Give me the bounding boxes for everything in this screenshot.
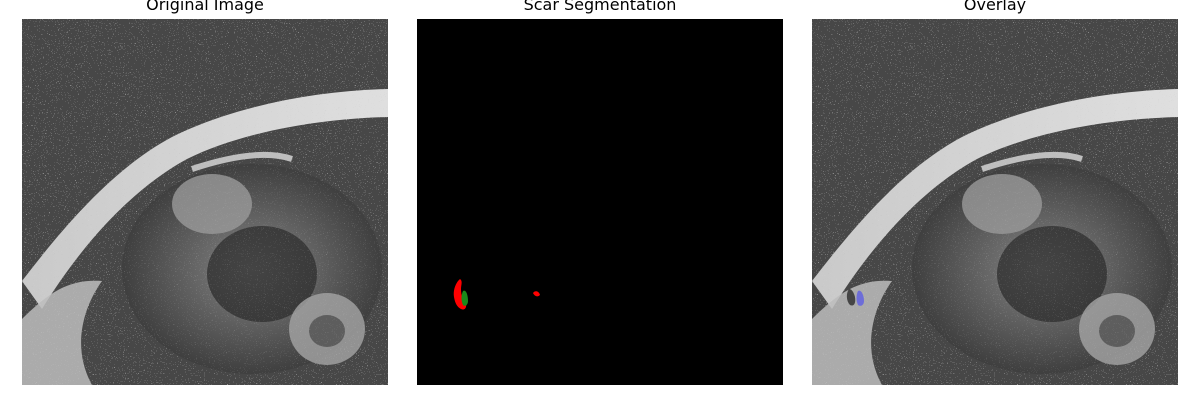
panel-title-overlay: Overlay: [963, 0, 1027, 14]
overlay-scar-blue: [856, 290, 864, 306]
panel-original: Original Image: [22, 0, 388, 385]
panel-title-original: Original Image: [146, 0, 264, 14]
mri-overlay-image: [812, 19, 1178, 385]
scar-region-red-2: [533, 291, 540, 297]
panel-segmentation: Scar Segmentation: [417, 0, 783, 385]
panel-title-segmentation: Scar Segmentation: [523, 0, 677, 14]
scar-segmentation-mask: [417, 19, 783, 385]
panel-overlay: Overlay: [812, 0, 1178, 385]
scar-region-green: [461, 290, 468, 306]
mri-original-image: [22, 19, 388, 385]
overlay-scar-dark: [846, 289, 856, 306]
